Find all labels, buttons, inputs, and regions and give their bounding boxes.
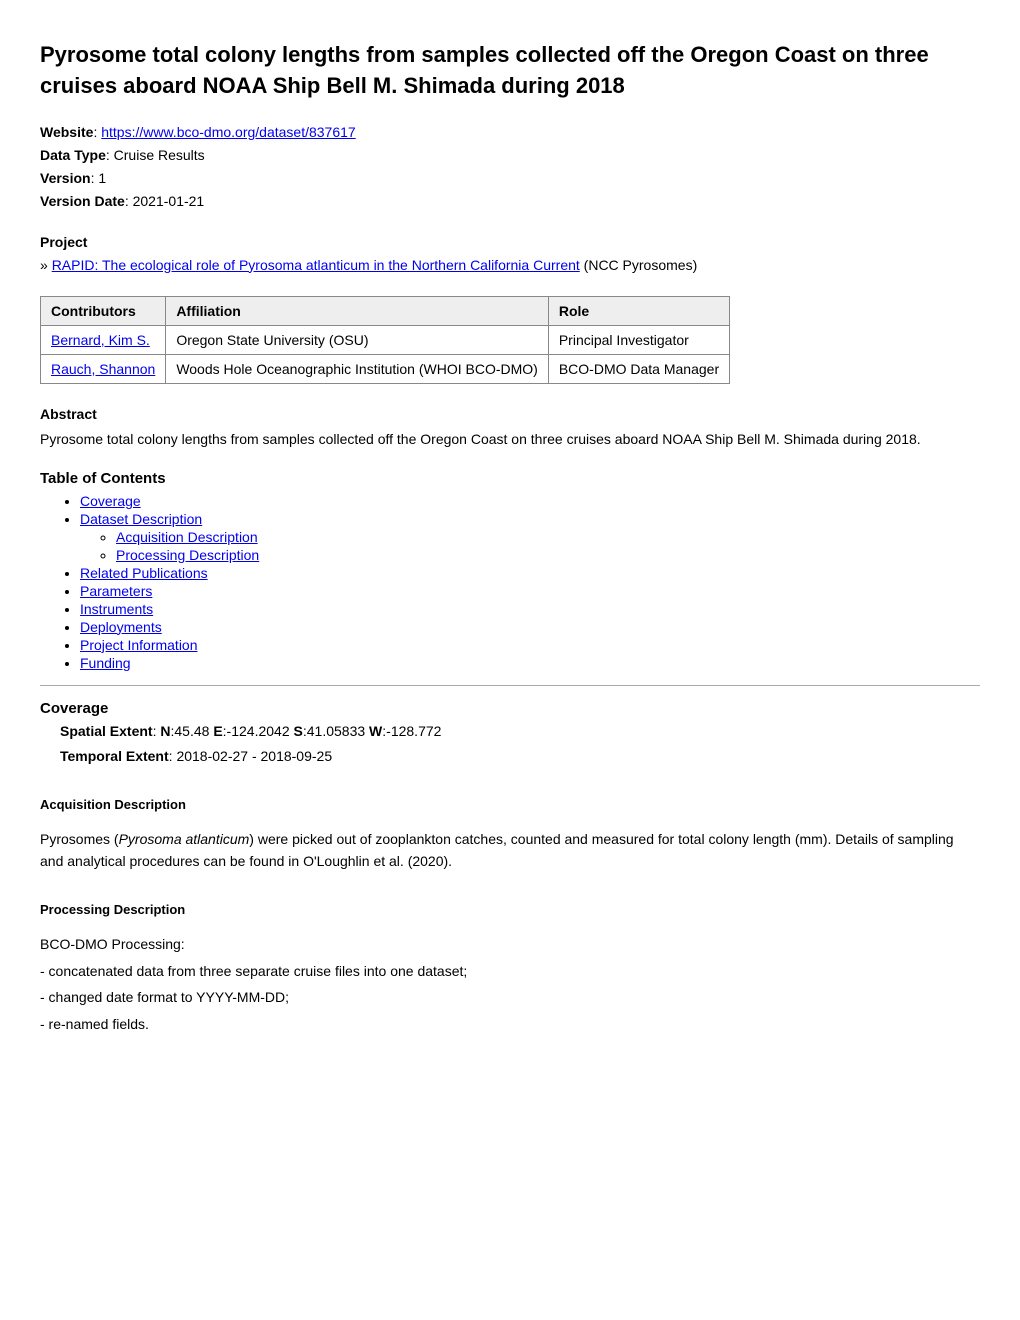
- table-row: Rauch, Shannon Woods Hole Oceanographic …: [41, 354, 730, 383]
- e-value: :-124.2042: [223, 723, 290, 739]
- contributor-link[interactable]: Rauch, Shannon: [51, 361, 155, 377]
- species-name: Pyrosoma atlanticum: [119, 831, 250, 847]
- n-label: N: [160, 723, 170, 739]
- w-label: W: [369, 723, 382, 739]
- version-value: 1: [98, 170, 106, 186]
- version-date-value: 2021-01-21: [133, 193, 205, 209]
- acquisition-text: Pyrosomes (Pyrosoma atlanticum) were pic…: [40, 828, 980, 873]
- toc-link-processing-desc[interactable]: Processing Description: [116, 547, 259, 563]
- table-row: Bernard, Kim S. Oregon State University …: [41, 325, 730, 354]
- table-header: Role: [548, 296, 729, 325]
- project-heading: Project: [40, 234, 87, 250]
- toc-heading: Table of Contents: [40, 470, 980, 487]
- abstract-text: Pyrosome total colony lengths from sampl…: [40, 429, 980, 450]
- contributor-affiliation: Woods Hole Oceanographic Institution (WH…: [166, 354, 549, 383]
- coverage-block: Spatial Extent: N:45.48 E:-124.2042 S:41…: [40, 721, 980, 767]
- version-date-label: Version Date: [40, 193, 125, 209]
- data-type-value: Cruise Results: [114, 147, 205, 163]
- coverage-heading: Coverage: [40, 700, 980, 717]
- project-bullet: »: [40, 257, 48, 273]
- toc-list: Coverage Dataset Description Acquisition…: [40, 493, 980, 671]
- contributor-role: Principal Investigator: [548, 325, 729, 354]
- s-value: :41.05833: [303, 723, 365, 739]
- processing-line: BCO-DMO Processing:: [40, 933, 980, 955]
- contributors-table: Contributors Affiliation Role Bernard, K…: [40, 296, 730, 384]
- processing-line: - re-named fields.: [40, 1013, 980, 1035]
- table-header: Contributors: [41, 296, 166, 325]
- version-label: Version: [40, 170, 91, 186]
- processing-line: - concatenated data from three separate …: [40, 960, 980, 982]
- divider: [40, 685, 980, 686]
- toc-link-acquisition-desc[interactable]: Acquisition Description: [116, 529, 258, 545]
- toc-link-funding[interactable]: Funding: [80, 655, 131, 671]
- w-value: :-128.772: [382, 723, 441, 739]
- page-title: Pyrosome total colony lengths from sampl…: [40, 40, 980, 102]
- abstract-heading: Abstract: [40, 406, 97, 422]
- data-type-label: Data Type: [40, 147, 106, 163]
- processing-line: - changed date format to YYYY-MM-DD;: [40, 986, 980, 1008]
- spatial-extent-label: Spatial Extent: [60, 723, 153, 739]
- toc-link-deployments[interactable]: Deployments: [80, 619, 162, 635]
- project-block: Project » RAPID: The ecological role of …: [40, 232, 980, 276]
- processing-heading: Processing Description: [40, 902, 980, 917]
- toc-link-dataset-desc[interactable]: Dataset Description: [80, 511, 202, 527]
- toc-link-project-info[interactable]: Project Information: [80, 637, 198, 653]
- metadata-block: Website: https://www.bco-dmo.org/dataset…: [40, 122, 980, 212]
- e-label: E: [213, 723, 222, 739]
- website-link[interactable]: https://www.bco-dmo.org/dataset/837617: [101, 124, 355, 140]
- n-value: :45.48: [171, 723, 210, 739]
- toc-link-coverage[interactable]: Coverage: [80, 493, 141, 509]
- project-link[interactable]: RAPID: The ecological role of Pyrosoma a…: [52, 257, 580, 273]
- table-header: Affiliation: [166, 296, 549, 325]
- toc-link-related-pubs[interactable]: Related Publications: [80, 565, 208, 581]
- s-label: S: [294, 723, 303, 739]
- contributor-role: BCO-DMO Data Manager: [548, 354, 729, 383]
- toc-link-instruments[interactable]: Instruments: [80, 601, 153, 617]
- website-label: Website: [40, 124, 93, 140]
- project-suffix: (NCC Pyrosomes): [584, 257, 698, 273]
- contributor-link[interactable]: Bernard, Kim S.: [51, 332, 150, 348]
- acquisition-heading: Acquisition Description: [40, 797, 980, 812]
- temporal-value: 2018-02-27 - 2018-09-25: [176, 748, 332, 764]
- contributor-affiliation: Oregon State University (OSU): [166, 325, 549, 354]
- toc-link-parameters[interactable]: Parameters: [80, 583, 152, 599]
- temporal-extent-label: Temporal Extent: [60, 748, 169, 764]
